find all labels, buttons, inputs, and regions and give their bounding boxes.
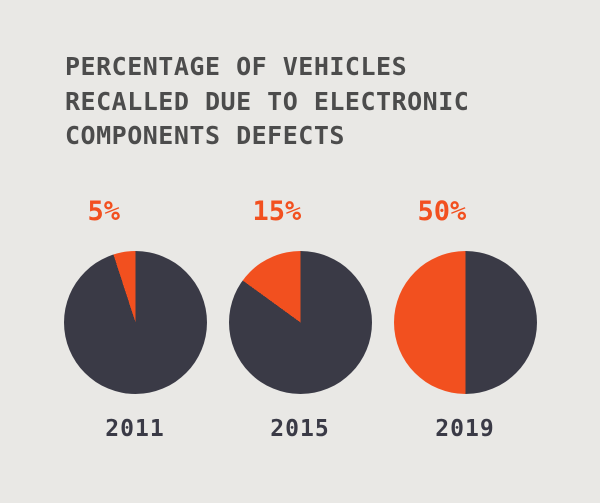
percentage-label-2011: 5% [87, 196, 121, 227]
percentage-label-2019: 50% [417, 196, 467, 227]
pie-chart-2015 [228, 251, 372, 394]
chart-title-line-3: COMPONENTS DEFECTS [65, 121, 345, 150]
pie-charts-row: 5% 2011 15% 2015 50% 2019 [0, 196, 600, 442]
pie-column-2011: 5% 2011 [63, 196, 207, 442]
chart-title-line-2: RECALLED DUE TO ELECTRONIC [65, 86, 470, 116]
chart-title: PERCENTAGE OF VEHICLES RECALLED DUE TO E… [65, 50, 469, 154]
percentage-label-2015: 15% [252, 196, 302, 227]
pie-chart-2019 [393, 251, 537, 394]
pie-chart-2011 [63, 251, 207, 394]
chart-title-line-1: PERCENTAGE OF VEHICLES [65, 52, 408, 81]
pie-column-2015: 15% 2015 [228, 196, 372, 442]
year-label-2019: 2019 [435, 416, 495, 442]
year-label-2015: 2015 [270, 416, 330, 442]
year-label-2011: 2011 [105, 416, 165, 442]
pie-column-2019: 50% 2019 [393, 196, 537, 442]
